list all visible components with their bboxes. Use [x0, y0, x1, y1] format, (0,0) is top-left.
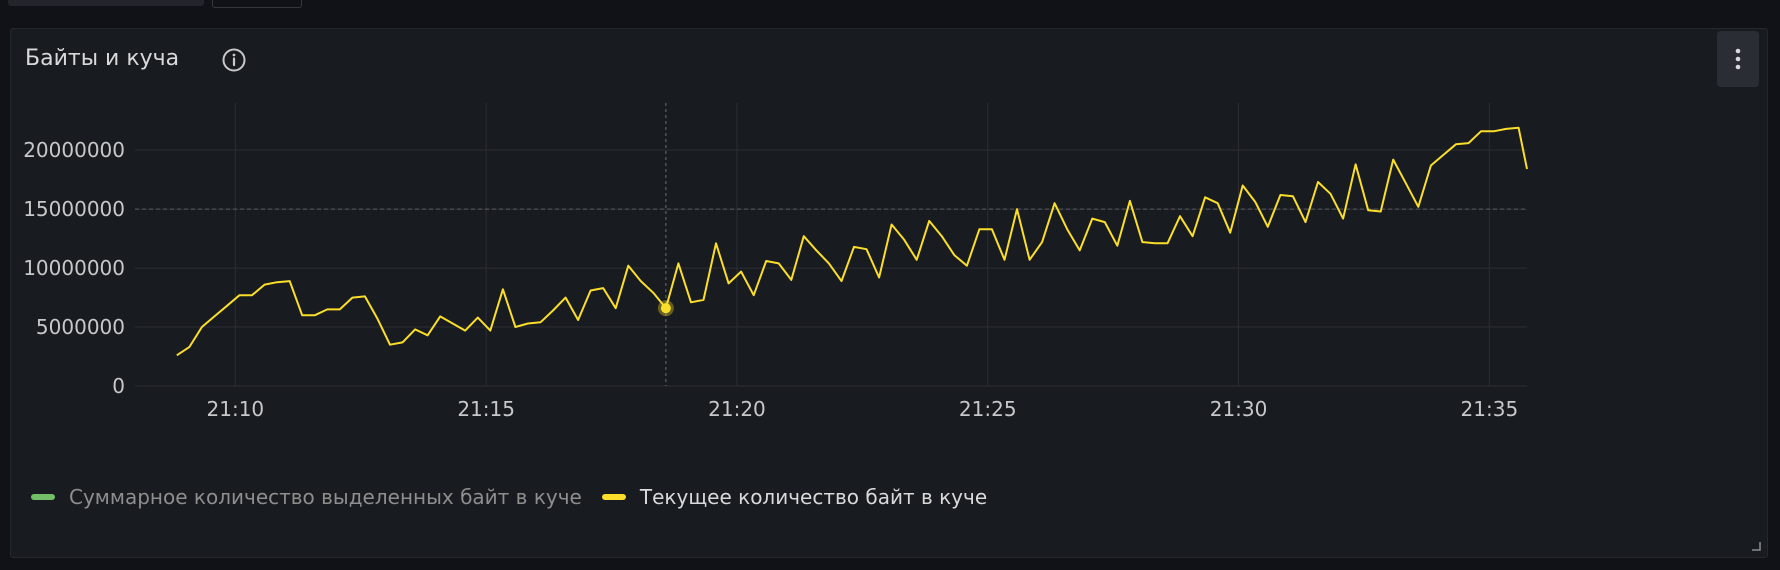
y-tick-label: 10000000 — [23, 256, 125, 280]
y-tick-label: 0 — [112, 374, 125, 398]
x-tick-label: 21:20 — [708, 397, 766, 421]
legend-label: Суммарное количество выделенных байт в к… — [69, 485, 582, 509]
x-tick-label: 21:25 — [959, 397, 1017, 421]
resize-corner-icon[interactable] — [1751, 541, 1761, 551]
hover-point — [660, 303, 671, 314]
legend-item-0[interactable]: Суммарное количество выделенных байт в к… — [31, 485, 582, 509]
info-circle-icon[interactable] — [221, 47, 247, 73]
toolbar-stub-left — [8, 0, 204, 6]
heap-bytes-chart[interactable]: 0 5000000 10000000 15000000 20000000 21:10 21:… — [11, 29, 1767, 469]
x-tick-label: 21:15 — [457, 397, 515, 421]
legend-swatch — [31, 494, 55, 500]
x-tick-label: 21:30 — [1210, 397, 1268, 421]
legend-swatch — [601, 494, 626, 500]
series-line-1 — [176, 126, 1528, 357]
chart-legend: Суммарное количество выделенных байт в к… — [31, 485, 1007, 509]
heap-bytes-panel: Байты и куча 0 5000000 10000000 15000000 200… — [10, 28, 1768, 558]
y-tick-label: 5000000 — [36, 315, 125, 339]
x-tick-label: 21:10 — [207, 397, 265, 421]
panel-menu-button[interactable] — [1717, 31, 1759, 87]
x-tick-label: 21:35 — [1461, 397, 1519, 421]
toolbar-stub-button[interactable] — [212, 0, 302, 8]
legend-item-1[interactable]: Текущее количество байт в куче — [601, 485, 988, 509]
kebab-menu-icon — [1735, 48, 1741, 70]
panel-title: Байты и куча — [25, 46, 180, 71]
legend-label: Текущее количество байт в куче — [639, 485, 988, 509]
y-tick-label: 20000000 — [23, 138, 125, 162]
y-tick-label: 15000000 — [23, 197, 125, 221]
